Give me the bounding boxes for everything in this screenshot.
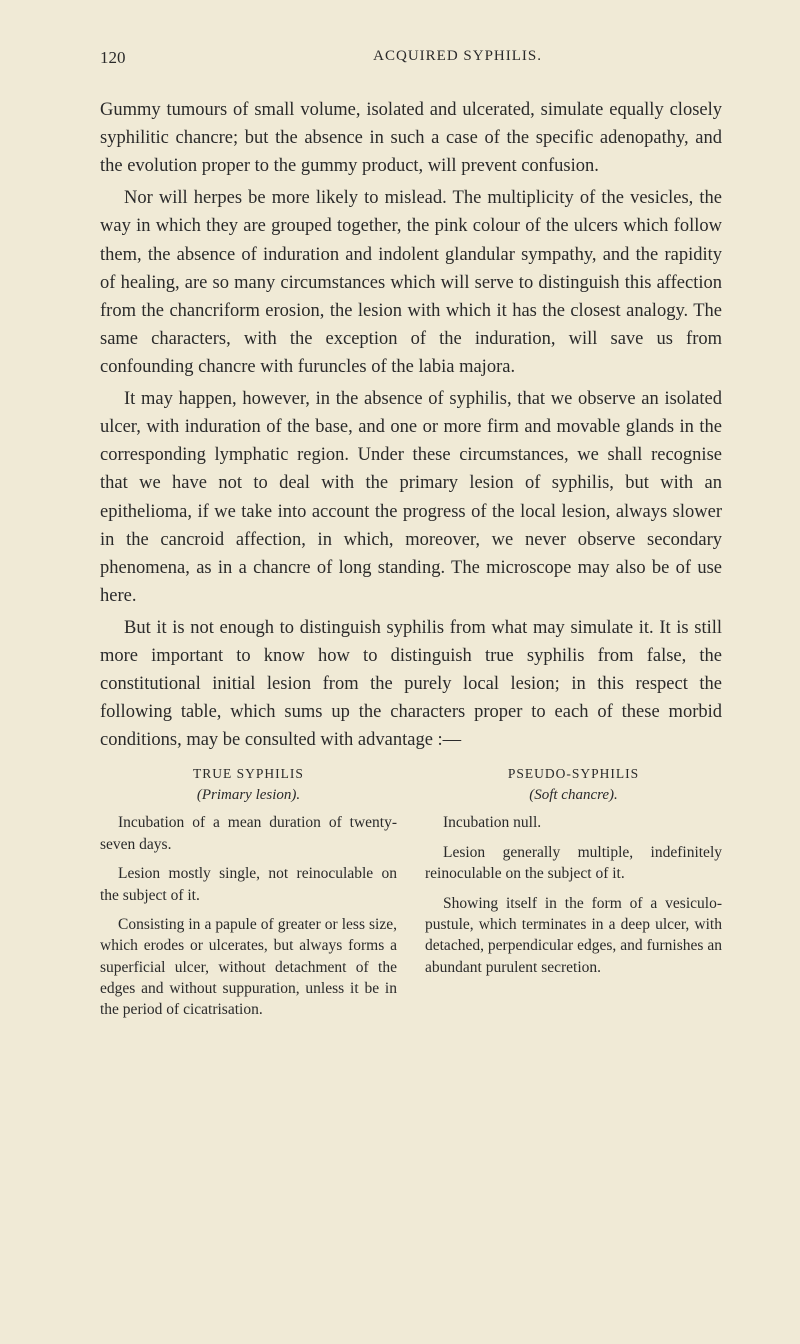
- comparison-table: TRUE SYPHILIS (Primary lesion). Incubati…: [100, 765, 722, 1029]
- column-heading: PSEUDO-SYPHILIS: [425, 765, 722, 784]
- column-subheading: (Primary lesion).: [100, 785, 397, 806]
- column-paragraph: Lesion mostly single, not reinoculable o…: [100, 863, 397, 906]
- column-paragraph: Incubation null.: [425, 812, 722, 833]
- right-column: PSEUDO-SYPHILIS (Soft chancre). Incubati…: [425, 765, 722, 1029]
- page-number: 120: [100, 48, 126, 68]
- column-heading: TRUE SYPHILIS: [100, 765, 397, 784]
- page-header: 120 ACQUIRED SYPHILIS.: [100, 48, 722, 68]
- column-paragraph: Incubation of a mean duration of twenty-…: [100, 812, 397, 855]
- column-paragraph: Lesion generally multiple, indefinitely …: [425, 842, 722, 885]
- body-paragraph: But it is not enough to distinguish syph…: [100, 614, 722, 755]
- column-subheading: (Soft chancre).: [425, 785, 722, 806]
- column-paragraph: Showing itself in the form of a vesiculo…: [425, 893, 722, 979]
- running-title: ACQUIRED SYPHILIS.: [373, 48, 542, 68]
- body-paragraph: It may happen, however, in the absence o…: [100, 385, 722, 610]
- body-paragraph: Nor will herpes be more likely to mislea…: [100, 184, 722, 381]
- column-paragraph: Consisting in a papule of greater or les…: [100, 914, 397, 1021]
- body-paragraph: Gummy tumours of small volume, isolated …: [100, 96, 722, 180]
- left-column: TRUE SYPHILIS (Primary lesion). Incubati…: [100, 765, 397, 1029]
